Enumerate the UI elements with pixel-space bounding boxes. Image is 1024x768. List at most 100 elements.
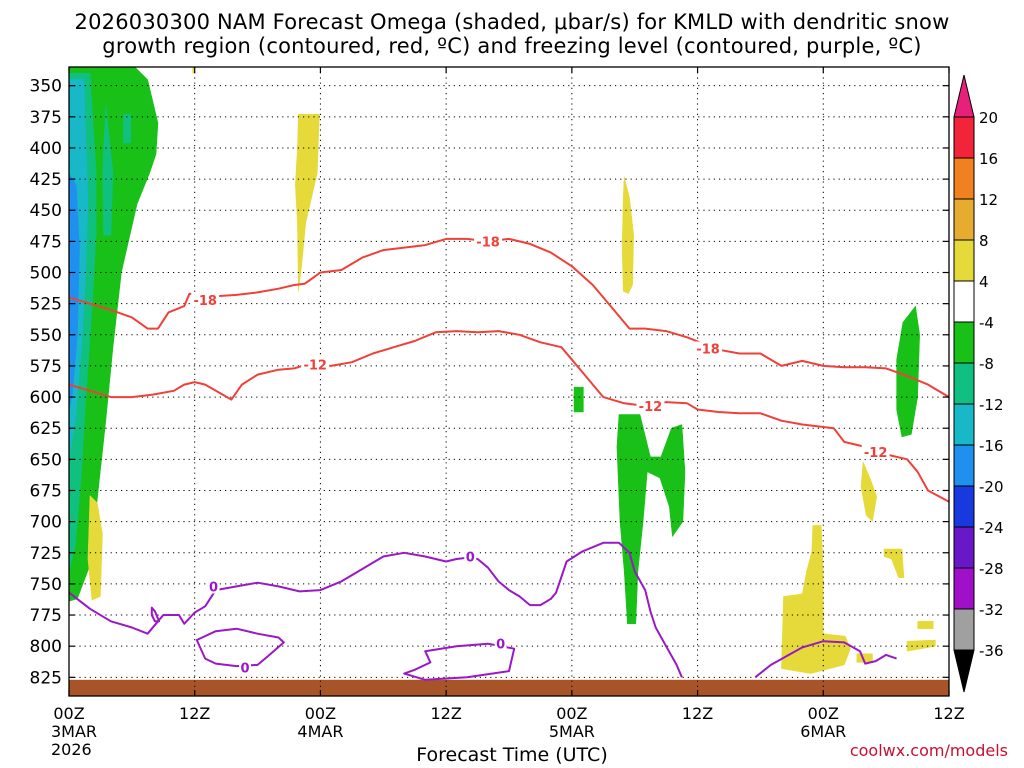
colorbar-band (953, 198, 975, 241)
omega-region-5 (69, 172, 80, 410)
y-tick-label: 625 (30, 419, 62, 439)
omega-region-7 (295, 114, 320, 292)
x-tick-label: 6MAR (800, 722, 846, 741)
colorbar-label: 16 (979, 150, 998, 168)
dgz-label-bg (301, 357, 330, 372)
y-tick-label: 725 (30, 544, 62, 564)
x-tick-label: 12Z (933, 704, 964, 723)
omega-region-11 (616, 414, 686, 625)
freezing-contour-3 (150, 606, 161, 623)
omega-region-13 (781, 525, 851, 674)
y-tick-label: 700 (30, 513, 62, 533)
colorbar-top-cap (953, 74, 975, 118)
freezing-contour-label: 0 (466, 550, 475, 565)
plot-frame (68, 66, 950, 697)
freezing-label-bg (494, 636, 507, 651)
y-tick-label: 525 (30, 295, 62, 315)
colorbar-label: -32 (979, 601, 1004, 619)
omega-region-17 (906, 639, 936, 652)
chart-title-line-2: growth region (contoured, red, ºC) and f… (102, 34, 922, 58)
freezing-label-bg (239, 660, 251, 675)
y-tick-label: 350 (30, 77, 62, 97)
omega-region-12 (896, 305, 920, 438)
x-tick-label: 00Z (305, 704, 336, 723)
y-axis: 350 375 400 425 450 475 500 525 550 575 600 625 650 6… (30, 77, 949, 688)
y-tick-label: 575 (30, 357, 62, 377)
colorbar-band (953, 239, 975, 282)
colorbar-band (953, 280, 975, 323)
x-tick-label: 12Z (179, 704, 210, 723)
dgz-contour-0 (69, 237, 949, 398)
terrain-ground-band (69, 679, 949, 696)
dgz-label-bg (694, 341, 723, 356)
grid-lines (69, 67, 949, 696)
dgz-contour-label: -18 (476, 235, 500, 250)
dgz-label-bg (636, 398, 665, 413)
freezing-contour-label: 0 (240, 661, 249, 676)
y-tick-label: 550 (30, 326, 62, 346)
dgz-contour-label: -18 (193, 294, 217, 309)
x-tick-label: 00Z (53, 704, 84, 723)
colorbar-band (953, 444, 975, 487)
colorbar-band (953, 116, 975, 159)
y-tick-label: 475 (30, 232, 62, 252)
x-tick-label: 4MAR (297, 722, 343, 741)
y-tick-label: 750 (30, 575, 62, 595)
dgz-contour-label: -12 (639, 400, 663, 415)
x-tick-label: 00Z (808, 704, 839, 723)
colorbar-band (953, 157, 975, 200)
dgz-contour-3 (69, 330, 949, 503)
omega-region-15 (860, 461, 877, 523)
x-tick-label: 12Z (430, 704, 461, 723)
colorbar-band (953, 403, 975, 446)
x-tick-label: 12Z (682, 704, 713, 723)
colorbar-band (953, 362, 975, 405)
omega-region-9 (621, 176, 634, 295)
contour-labels: -18 -18 -18 -12 -12 -12 0 0 0 0 (191, 234, 890, 676)
freezing-contour-label: 0 (209, 580, 218, 595)
contour-lines (69, 237, 949, 681)
colorbar-label: -24 (979, 519, 1004, 537)
colorbar-label: -36 (979, 642, 1004, 660)
omega-region-3 (123, 114, 132, 144)
dgz-contour-label: -18 (696, 342, 720, 357)
colorbar-label: 12 (979, 191, 998, 209)
x-tick-label: 5MAR (549, 722, 595, 741)
y-tick-label: 675 (30, 481, 62, 501)
colorbar-label: -8 (979, 355, 994, 373)
ground-band (69, 679, 949, 696)
omega-region-2 (102, 104, 114, 236)
y-tick-label: 400 (30, 139, 62, 159)
x-tick-label: 2026 (51, 740, 92, 759)
x-axis-title: Forecast Time (UTC) (416, 744, 608, 766)
colorbar-label: -20 (979, 478, 1004, 496)
y-tick-label: 500 (30, 264, 62, 284)
x-tick-label: 00Z (556, 704, 587, 723)
y-tick-label: 450 (30, 201, 62, 221)
dgz-label-bg (191, 292, 220, 307)
colorbar-label: 8 (979, 232, 989, 250)
omega-region-6 (87, 494, 103, 601)
colorbar-band (953, 321, 975, 364)
chart-title-line-1: 2026030300 NAM Forecast Omega (shaded, μ… (74, 10, 950, 34)
colorbar-band (953, 485, 975, 528)
y-tick-label: 800 (30, 637, 62, 657)
y-tick-label: 600 (30, 388, 62, 408)
colorbar-label: -12 (979, 396, 1004, 414)
freezing-label-bg (207, 579, 220, 594)
freezing-contour-6 (754, 640, 897, 679)
y-tick-label: 375 (30, 108, 62, 128)
y-tick-label: 825 (30, 668, 62, 688)
y-tick-label: 775 (30, 606, 62, 626)
dgz-label-bg (474, 234, 503, 249)
colorbar-bottom-cap (953, 649, 975, 693)
site-credit: coolwx.com/models (849, 741, 1008, 760)
colorbar-label: -4 (979, 314, 994, 332)
omega-region-18 (917, 621, 934, 629)
y-tick-label: 425 (30, 170, 62, 190)
colorbar-band (953, 608, 975, 651)
freezing-contour-5 (403, 642, 516, 681)
omega-region-10 (573, 386, 584, 413)
